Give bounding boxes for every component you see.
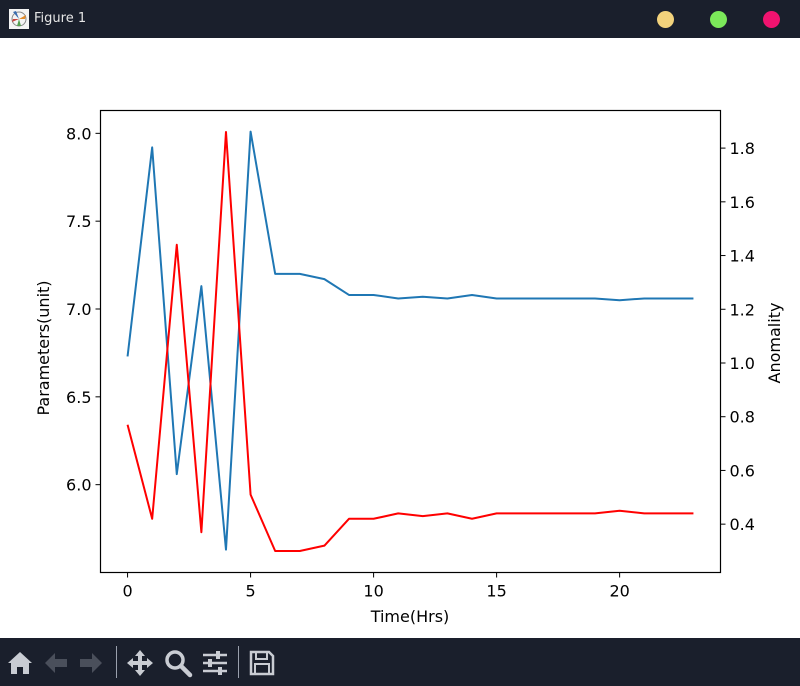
x-tick-label: 20 (609, 582, 629, 601)
x-axis-title: Time(Hrs) (370, 607, 450, 626)
navigation-toolbar (0, 638, 800, 686)
configure-subplots-icon[interactable] (200, 648, 230, 678)
y2-tick-label: 0.6 (730, 461, 755, 480)
y2-tick-label: 1.6 (730, 193, 755, 212)
window-title: Figure 1 (34, 11, 87, 26)
y-tick-label: 8.0 (66, 124, 91, 143)
pan-move-icon[interactable] (125, 648, 155, 678)
y-tick-label: 7.0 (66, 300, 91, 319)
minimize-button[interactable] (657, 11, 674, 28)
back-arrow-icon[interactable] (41, 648, 71, 678)
parameter-series-line (126, 130, 694, 551)
close-button[interactable] (763, 11, 780, 28)
x-tick-label: 0 (122, 582, 132, 601)
matplotlib-figure-icon (9, 9, 29, 29)
maximize-button[interactable] (710, 11, 727, 28)
save-floppy-icon[interactable] (247, 648, 277, 678)
line-chart: 6.0 6.5 7.0 7.5 8.0 0.4 0.6 0.8 1.0 1.2 1.4 1.6 1.8… (34, 109, 784, 626)
title-bar: Figure 1 (0, 0, 800, 38)
y2-tick-label: 1.0 (730, 354, 755, 373)
y-axis-title: Parameters(unit) (34, 280, 53, 415)
x-tick-label: 5 (245, 582, 255, 601)
axes-frame (99, 109, 722, 574)
y2-tick-label: 1.2 (730, 300, 755, 319)
y2-tick-label: 0.8 (730, 408, 755, 427)
x-tick-label: 15 (486, 582, 506, 601)
anomaly-series-line (126, 130, 694, 553)
y-tick-label: 6.5 (66, 388, 91, 407)
y2-tick-label: 1.4 (730, 247, 755, 266)
figure-canvas: 6.0 6.5 7.0 7.5 8.0 0.4 0.6 0.8 1.0 1.2 1.4 1.6 1.8… (0, 38, 800, 638)
y-tick-label: 6.0 (66, 476, 91, 495)
y-tick-label: 7.5 (66, 212, 91, 231)
y2-tick-label: 1.8 (730, 139, 755, 158)
forward-arrow-icon[interactable] (76, 648, 106, 678)
y2-axis-title: Anomality (765, 303, 784, 384)
toolbar-separator (238, 646, 239, 678)
toolbar-separator (116, 646, 117, 678)
home-icon[interactable] (5, 648, 35, 678)
zoom-magnifier-icon[interactable] (163, 648, 193, 678)
x-tick-label: 10 (363, 582, 383, 601)
y2-tick-label: 0.4 (730, 515, 755, 534)
